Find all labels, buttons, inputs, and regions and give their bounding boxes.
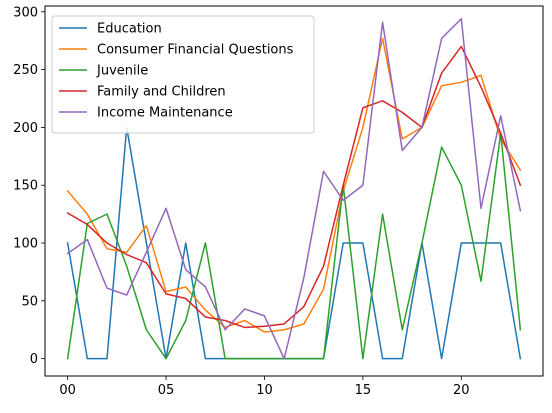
legend-frame [51,15,315,134]
series-line-consumer-financial-questions [66,37,522,333]
legend-label-income-maintenance: Income Maintenance [97,106,233,121]
y-tick-label: 200 [13,121,38,136]
y-tick-label: 300 [13,5,38,20]
plot-frame [44,5,544,377]
x-tick-label: 15 [355,383,372,398]
y-tick-label: 50 [21,294,38,309]
y-tick-label: 100 [13,237,38,252]
legend-label-consumer-financial-questions: Consumer Financial Questions [97,43,294,58]
x-axis-ticks: 00 05 10 15 20 [59,376,470,398]
y-tick-label: 150 [13,179,38,194]
y-tick-label: 0 [30,352,38,367]
series-lines [66,17,522,360]
legend-label-juvenile: Juvenile [96,64,148,79]
legend-label-education: Education [97,22,162,37]
y-axis-ticks: 0 50 100 150 200 250 300 [13,5,45,367]
series-line-income-maintenance [66,17,522,360]
x-tick-label: 20 [453,383,470,398]
series-line-juvenile [66,132,522,360]
x-tick-label: 05 [158,383,175,398]
x-tick-label: 00 [59,383,76,398]
legend-label-family-and-children: Family and Children [97,85,226,100]
legend: Education Consumer Financial Questions Juv… [51,15,315,134]
x-tick-label: 10 [256,383,273,398]
y-tick-label: 250 [13,63,38,78]
